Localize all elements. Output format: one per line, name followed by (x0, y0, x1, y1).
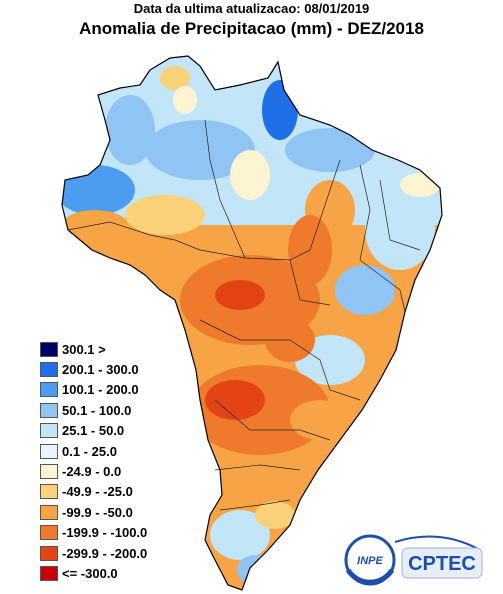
cptec-logo-text: CPTEC (408, 553, 476, 575)
legend: 300.1 > 200.1 - 300.0 100.1 - 200.0 50.1… (40, 339, 147, 584)
legend-label: 300.1 > (62, 341, 106, 357)
inpe-logo-text: INPE (357, 555, 383, 567)
legend-swatch (40, 402, 58, 418)
legend-swatch (40, 484, 58, 500)
legend-swatch (40, 504, 58, 520)
legend-label: -49.9 - -25.0 (62, 484, 133, 500)
legend-swatch (40, 423, 58, 439)
legend-item: -199.9 - -100.0 (40, 523, 147, 543)
legend-item: 0.1 - 25.0 (40, 441, 147, 461)
legend-label: <= -300.0 (62, 565, 118, 581)
legend-label: 200.1 - 300.0 (62, 362, 139, 378)
legend-swatch (40, 525, 58, 541)
state-borders (67, 119, 421, 511)
legend-swatch (40, 464, 58, 480)
legend-label: 0.1 - 25.0 (62, 443, 117, 459)
legend-swatch (40, 341, 58, 357)
legend-swatch (40, 545, 58, 561)
legend-item: 200.1 - 300.0 (40, 359, 147, 379)
legend-label: -24.9 - 0.0 (62, 464, 122, 480)
legend-label: -99.9 - -50.0 (62, 504, 133, 520)
update-date-label: Data da ultima atualizacao: 08/01/2019 (133, 1, 370, 16)
legend-item: 300.1 > (40, 339, 147, 359)
legend-swatch (40, 382, 58, 398)
legend-item: <= -300.0 (40, 563, 147, 583)
legend-label: -199.9 - -100.0 (62, 525, 148, 541)
legend-item: -24.9 - 0.0 (40, 461, 147, 481)
legend-item: -299.9 - -200.0 (40, 543, 147, 563)
legend-label: -299.9 - -200.0 (62, 545, 148, 561)
legend-label: 25.1 - 50.0 (62, 423, 125, 439)
legend-swatch (40, 565, 58, 581)
legend-item: -99.9 - -50.0 (40, 502, 147, 522)
legend-swatch (40, 443, 58, 459)
legend-label: 100.1 - 200.0 (62, 382, 139, 398)
legend-swatch (40, 362, 58, 378)
legend-item: 100.1 - 200.0 (40, 380, 147, 400)
legend-item: 25.1 - 50.0 (40, 421, 147, 441)
legend-label: 50.1 - 100.0 (62, 402, 132, 418)
map-title: Anomalia de Precipitacao (mm) - DEZ/2018 (79, 19, 424, 38)
inpe-cptec-logo: INPE CPTEC (344, 534, 483, 586)
legend-item: 50.1 - 100.0 (40, 400, 147, 420)
legend-item: -49.9 - -25.0 (40, 482, 147, 502)
